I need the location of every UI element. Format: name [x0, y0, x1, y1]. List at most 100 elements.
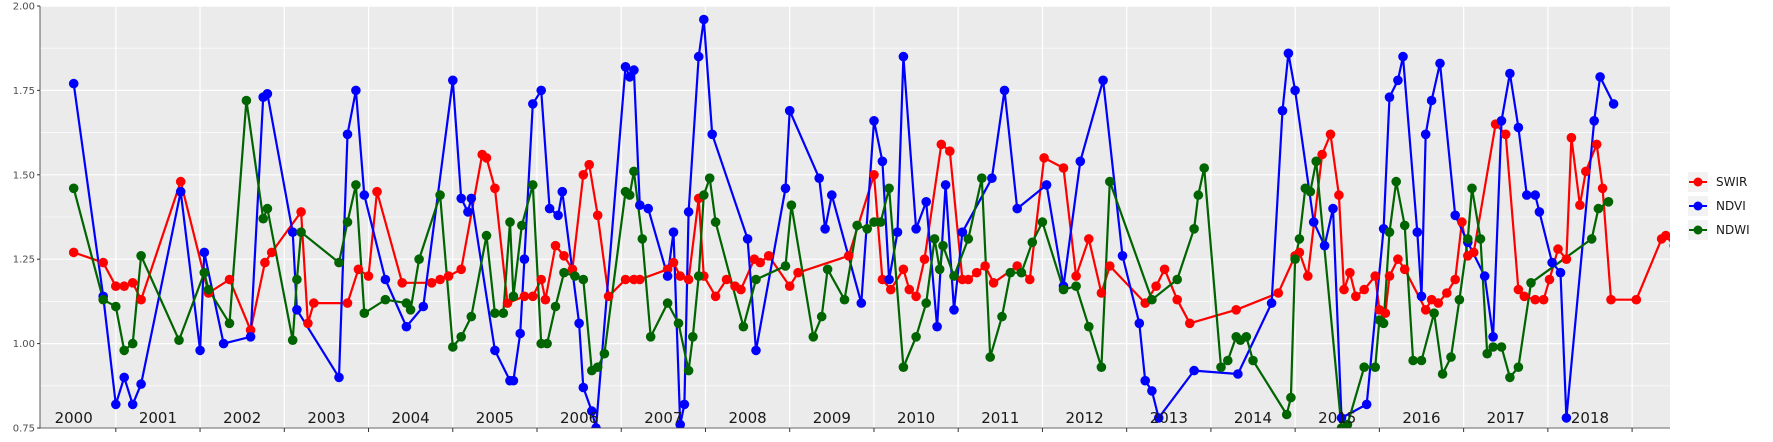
swir-point: [1025, 274, 1035, 285]
series-points: [68, 14, 1773, 428]
swir-point: [111, 281, 121, 292]
ndwi-point: [1384, 227, 1395, 237]
swir-point: [898, 264, 909, 275]
ndwi-point: [1193, 190, 1204, 200]
ndvi-point: [1595, 72, 1605, 82]
year-label: 2014: [1234, 409, 1272, 427]
ndwi-point: [68, 183, 79, 194]
ndwi-point: [786, 200, 797, 210]
swir-point: [1359, 284, 1369, 295]
legend-label-ndvi: NDVI: [1716, 199, 1746, 213]
ndvi-point: [662, 271, 673, 281]
ndwi-point: [1037, 217, 1048, 227]
swir-point: [936, 139, 947, 150]
ndwi-point: [1716, 352, 1726, 362]
swir-point: [1457, 217, 1467, 227]
ndvi-point: [1290, 85, 1300, 96]
ndwi-point: [934, 264, 945, 275]
ndvi-point: [620, 62, 631, 72]
ndwi-point: [466, 311, 477, 322]
ndvi-point: [1752, 89, 1762, 99]
ndvi-point: [1764, 82, 1773, 92]
ndvi-point: [1513, 122, 1524, 133]
ndvi-point: [679, 399, 690, 410]
swir-point: [1345, 267, 1355, 278]
ndwi-point: [241, 95, 252, 106]
ndvi-point: [932, 321, 942, 332]
year-label: 2003: [307, 409, 345, 427]
swir-point: [1399, 264, 1410, 275]
swir-point: [763, 251, 774, 261]
year-label: 2013: [1150, 409, 1188, 427]
ndwi-point: [481, 230, 492, 241]
swir-point: [68, 247, 79, 258]
ndvi-point: [1393, 75, 1403, 86]
swir-point: [353, 264, 364, 275]
swir-point: [1591, 139, 1602, 150]
ndvi-point: [1117, 251, 1128, 261]
swir-point: [224, 274, 235, 285]
swir-point: [528, 291, 538, 302]
year-label: 2004: [392, 409, 430, 427]
ndvi-point: [418, 301, 429, 312]
ndvi-point: [1075, 156, 1086, 167]
ndvi-point: [1277, 105, 1288, 116]
swir-point: [1716, 285, 1726, 295]
ndvi-point: [1233, 369, 1243, 379]
ndwi-point: [699, 190, 709, 200]
ndwi-point: [1391, 176, 1401, 187]
swir-point: [490, 183, 500, 194]
ndwi-point: [1223, 355, 1233, 366]
ndwi-point: [1513, 362, 1524, 373]
year-label: 2015: [1318, 409, 1356, 427]
ndvi-point: [466, 193, 477, 204]
ndwi-point: [550, 301, 561, 312]
ndwi-point: [292, 274, 302, 285]
ndwi-point: [1463, 234, 1473, 244]
ndwi-point: [1475, 234, 1486, 244]
ndvi-point: [1555, 267, 1566, 278]
swir-point: [1553, 244, 1563, 254]
ndwi-point: [570, 271, 580, 281]
ndvi-point: [999, 85, 1010, 96]
swir-point: [1442, 288, 1452, 298]
ndwi-point: [1752, 292, 1762, 302]
ndwi-point: [624, 190, 635, 200]
swir-point: [519, 291, 530, 302]
ndvi-line: [1721, 77, 1773, 401]
ndvi-point: [195, 345, 205, 356]
ndwi-point: [985, 352, 995, 362]
swir-point: [550, 240, 561, 251]
swir-point: [1566, 132, 1577, 143]
ndwi-point: [1290, 254, 1300, 264]
ndwi-point: [1084, 321, 1094, 332]
swir-point: [919, 254, 930, 264]
ndvi-point: [707, 129, 717, 140]
swir-point: [1530, 294, 1540, 305]
ndvi-point: [1328, 203, 1338, 214]
swir-point: [662, 264, 673, 275]
ndvi-point: [528, 99, 538, 109]
ndwi-point: [517, 220, 527, 231]
swir-point: [1764, 271, 1773, 281]
y-tick-label: 2.00: [13, 2, 35, 13]
ndvi-point: [1361, 399, 1372, 410]
year-labels: 2000 2001 2002 2003 2004 2005 2006 2007 2008 2009…: [55, 409, 1609, 427]
swir-point: [784, 281, 795, 292]
ndwi-point: [1241, 332, 1252, 342]
swir-point: [1538, 294, 1549, 305]
ndwi-point: [808, 332, 819, 342]
year-label: 2008: [729, 409, 767, 427]
legend-label-swir: SWIR: [1716, 175, 1747, 189]
ndwi-point: [1058, 284, 1069, 295]
legend-point-swir: [1693, 177, 1703, 187]
year-label: 2007: [644, 409, 682, 427]
swir-point: [1745, 258, 1755, 268]
ndwi-point: [1505, 372, 1515, 383]
ndvi-point: [218, 338, 229, 349]
ndvi-point: [1530, 190, 1540, 200]
swir-point: [1597, 183, 1608, 194]
ndvi-point: [940, 180, 951, 190]
ndvi-point: [856, 298, 867, 308]
